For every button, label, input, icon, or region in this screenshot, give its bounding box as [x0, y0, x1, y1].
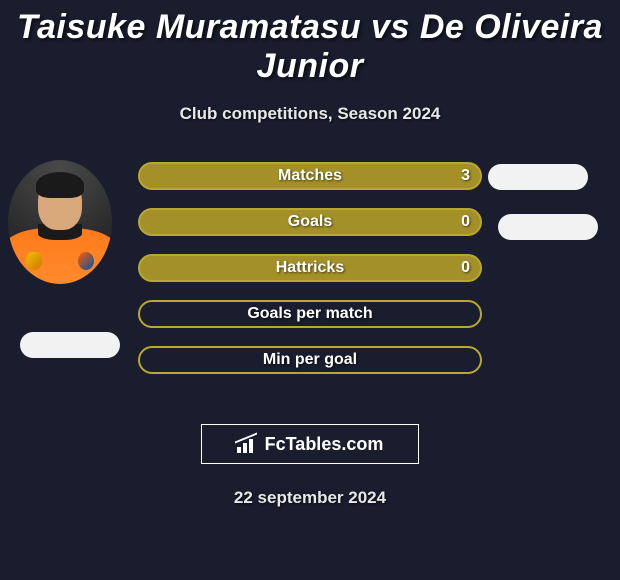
stat-row-hattricks: Hattricks 0	[138, 254, 482, 282]
stat-value: 0	[461, 213, 470, 231]
stat-label: Hattricks	[276, 259, 344, 277]
stat-label: Goals	[288, 213, 332, 231]
stat-label: Min per goal	[263, 351, 357, 369]
date-label: 22 september 2024	[0, 488, 620, 508]
stat-label: Goals per match	[247, 305, 372, 323]
page-title: Taisuke Muramatasu vs De Oliveira Junior	[0, 0, 620, 86]
player2-oval-1	[488, 164, 588, 190]
stat-row-goals: Goals 0	[138, 208, 482, 236]
stat-value: 0	[461, 259, 470, 277]
stat-value: 3	[461, 167, 470, 185]
player1-avatar	[8, 160, 112, 284]
comparison-panel: Matches 3 Goals 0 Hattricks 0 Goals per match M…	[0, 162, 620, 402]
player1-placeholder-oval	[20, 332, 120, 358]
stat-label: Matches	[278, 167, 342, 185]
subtitle: Club competitions, Season 2024	[0, 104, 620, 124]
stat-row-min-per-goal: Min per goal	[138, 346, 482, 374]
stat-row-goals-per-match: Goals per match	[138, 300, 482, 328]
brand-logo-box: FcTables.com	[201, 424, 419, 464]
stat-rows: Matches 3 Goals 0 Hattricks 0 Goals per match M…	[138, 162, 482, 392]
player2-oval-2	[498, 214, 598, 240]
brand-label: FcTables.com	[265, 434, 384, 455]
stat-row-matches: Matches 3	[138, 162, 482, 190]
chart-icon	[237, 435, 259, 453]
